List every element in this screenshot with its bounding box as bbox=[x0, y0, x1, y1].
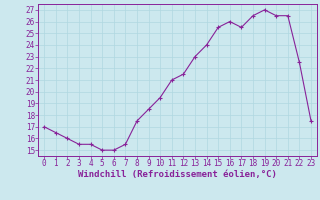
X-axis label: Windchill (Refroidissement éolien,°C): Windchill (Refroidissement éolien,°C) bbox=[78, 170, 277, 179]
